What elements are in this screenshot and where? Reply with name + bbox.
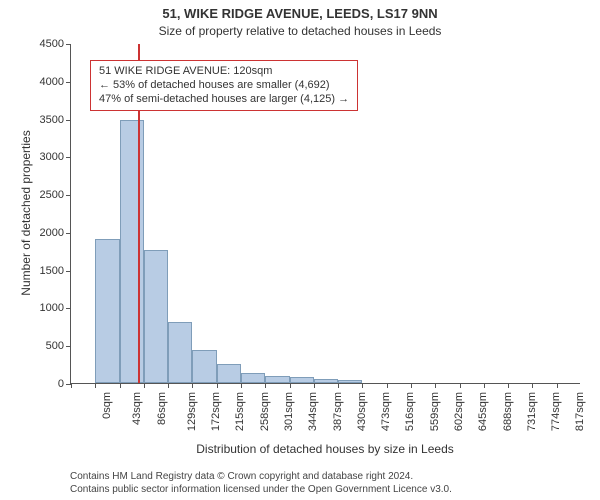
bar (338, 380, 362, 383)
x-tick (95, 383, 96, 388)
y-tick (66, 308, 71, 309)
attribution-line-2: Contains public sector information licen… (70, 484, 594, 497)
x-tick-label: 688sqm (502, 392, 514, 431)
x-tick (460, 383, 461, 388)
x-tick-label: 645sqm (477, 392, 489, 431)
x-tick (508, 383, 509, 388)
x-tick (144, 383, 145, 388)
y-tick (66, 120, 71, 121)
annotation-line-3: 47% of semi-detached houses are larger (… (99, 93, 349, 107)
x-tick (314, 383, 315, 388)
x-tick (362, 383, 363, 388)
x-tick-label: 559sqm (429, 392, 441, 431)
x-tick-label: 43sqm (131, 392, 143, 425)
bar (168, 322, 192, 383)
bar (265, 376, 289, 383)
x-tick-label: 817sqm (575, 392, 587, 431)
x-tick-label: 301sqm (283, 392, 295, 431)
chart-subtitle: Size of property relative to detached ho… (0, 24, 600, 38)
annotation-line-1: 51 WIKE RIDGE AVENUE: 120sqm (99, 65, 349, 79)
x-tick (168, 383, 169, 388)
x-tick-label: 473sqm (380, 392, 392, 431)
bar (290, 377, 314, 383)
attribution-text: Contains HM Land Registry data © Crown c… (70, 471, 594, 496)
x-tick-label: 602sqm (453, 392, 465, 431)
x-tick-label: 129sqm (186, 392, 198, 431)
attribution-line-1: Contains HM Land Registry data © Crown c… (70, 471, 594, 484)
x-tick (484, 383, 485, 388)
x-tick (241, 383, 242, 388)
bar (314, 379, 338, 383)
x-tick-label: 774sqm (550, 392, 562, 431)
y-tick-label: 4500 (0, 38, 64, 50)
x-tick (557, 383, 558, 388)
y-tick (66, 233, 71, 234)
bar (95, 239, 119, 383)
x-tick-label: 430sqm (356, 392, 368, 431)
x-tick-label: 387sqm (332, 392, 344, 431)
x-tick-label: 0sqm (101, 392, 113, 419)
x-tick (411, 383, 412, 388)
bar (241, 373, 265, 383)
x-tick-label: 215sqm (235, 392, 247, 431)
y-tick-label: 4000 (0, 76, 64, 88)
y-tick (66, 157, 71, 158)
bar (120, 120, 144, 383)
x-tick-label: 731sqm (526, 392, 538, 431)
y-tick (66, 195, 71, 196)
x-tick (71, 383, 72, 388)
x-tick (265, 383, 266, 388)
chart-container: 51, WIKE RIDGE AVENUE, LEEDS, LS17 9NN S… (0, 0, 600, 500)
x-tick (338, 383, 339, 388)
x-tick (435, 383, 436, 388)
x-tick (217, 383, 218, 388)
chart-title: 51, WIKE RIDGE AVENUE, LEEDS, LS17 9NN (0, 6, 600, 21)
y-tick (66, 346, 71, 347)
y-tick (66, 82, 71, 83)
x-tick-label: 344sqm (307, 392, 319, 431)
x-tick (120, 383, 121, 388)
x-axis-title: Distribution of detached houses by size … (70, 442, 580, 456)
y-axis-title: Number of detached properties (19, 113, 33, 313)
y-tick (66, 44, 71, 45)
y-tick-label: 0 (0, 378, 64, 390)
x-tick (192, 383, 193, 388)
x-tick (290, 383, 291, 388)
property-annotation-box: 51 WIKE RIDGE AVENUE: 120sqm ← 53% of de… (90, 60, 358, 111)
annotation-line-2: ← 53% of detached houses are smaller (4,… (99, 79, 349, 93)
x-tick-label: 172sqm (210, 392, 222, 431)
x-tick (387, 383, 388, 388)
bar (144, 250, 168, 383)
bar (217, 364, 241, 383)
y-tick (66, 271, 71, 272)
bar (192, 350, 216, 383)
x-tick (532, 383, 533, 388)
x-tick-label: 258sqm (259, 392, 271, 431)
y-tick-label: 500 (0, 340, 64, 352)
x-tick-label: 516sqm (405, 392, 417, 431)
x-tick-label: 86sqm (156, 392, 168, 425)
